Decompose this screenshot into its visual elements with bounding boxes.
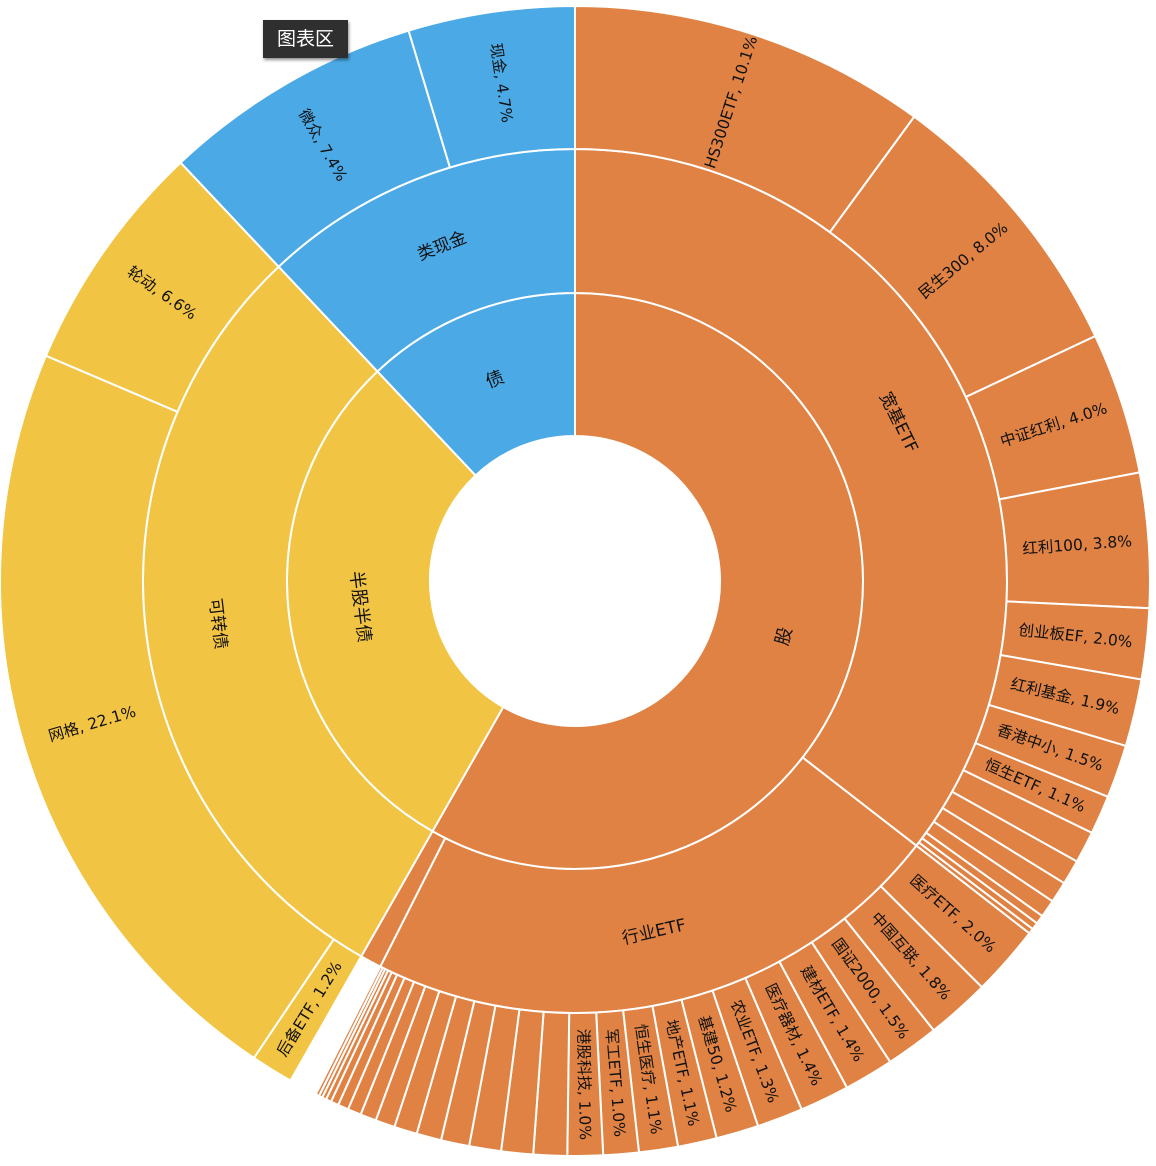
sunburst-segment-网格[interactable]	[0, 354, 336, 1060]
sunburst-segment-现金[interactable]	[407, 4, 576, 169]
segment-label: 股	[772, 625, 797, 648]
segment-label: 港股科技, 1.0%	[574, 1029, 594, 1141]
chart-area-tag: 图表区	[263, 20, 348, 58]
